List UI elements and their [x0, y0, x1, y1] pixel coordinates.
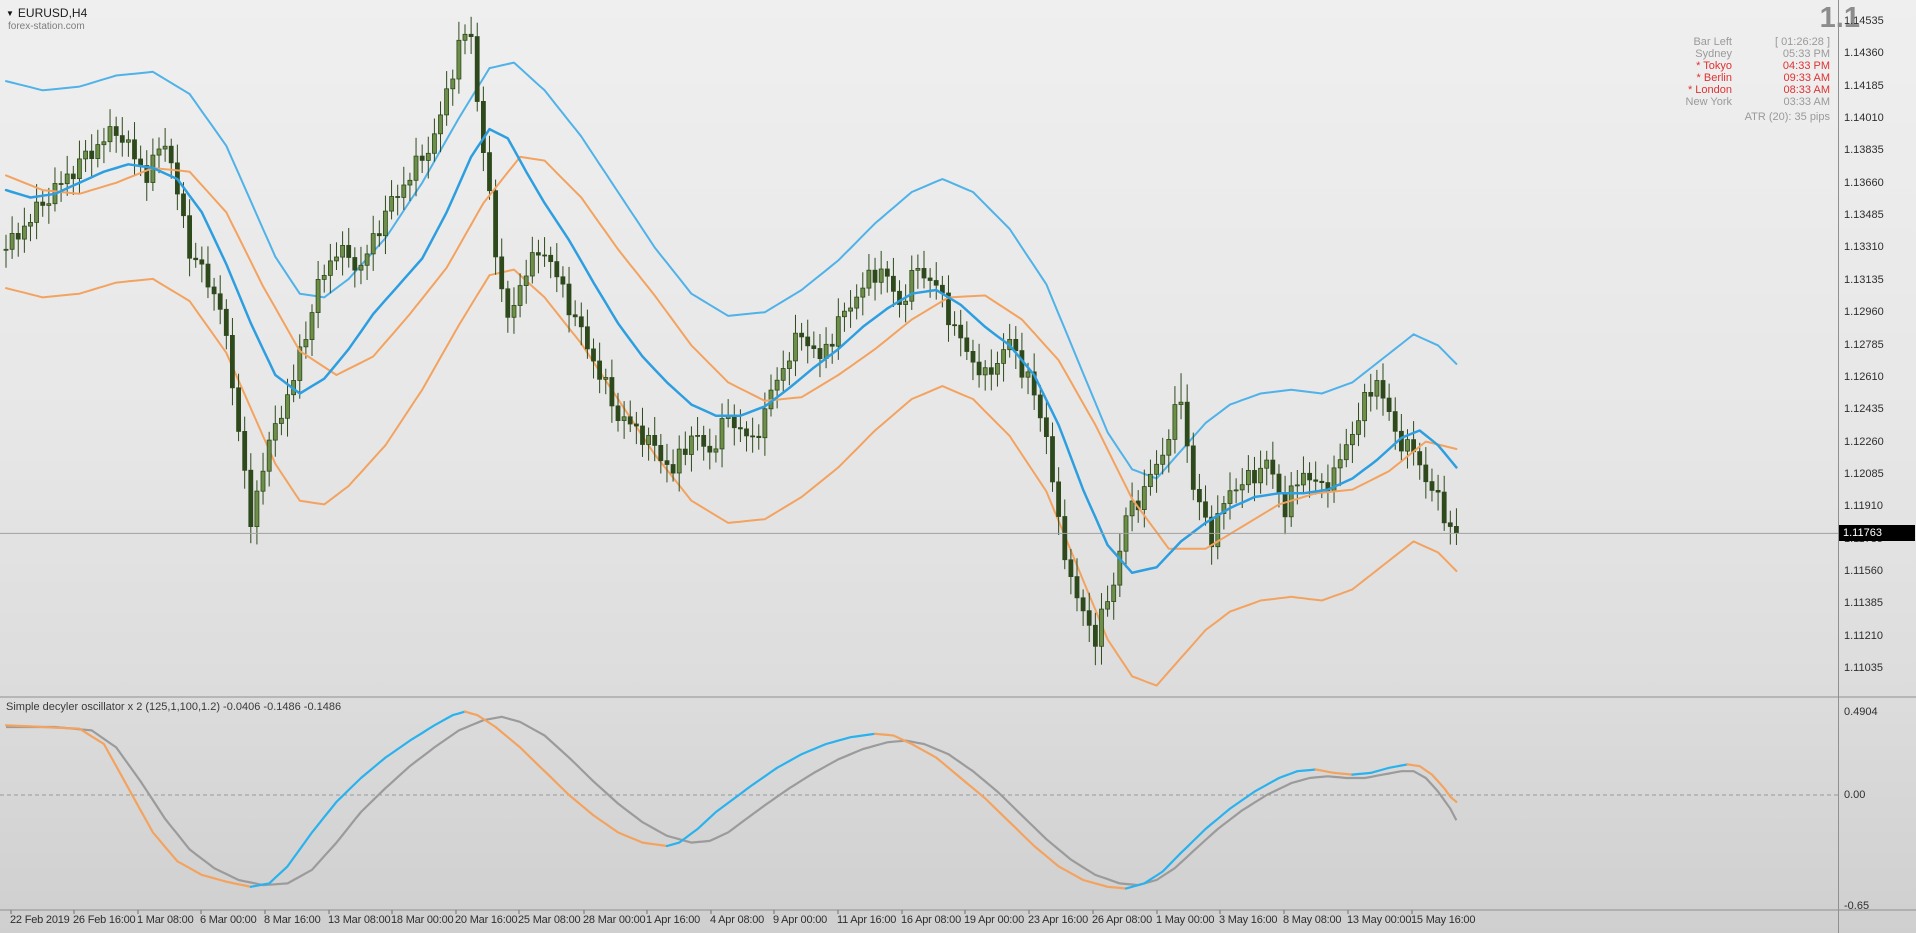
- symbol-title: EURUSD,H4: [17, 6, 88, 20]
- time-axis-label: 3 May 16:00: [1219, 914, 1278, 926]
- current-price-badge: 1.11763: [1839, 525, 1915, 542]
- session-row: * Tokyo 04:33 PM: [1660, 60, 1830, 72]
- session-row: Bar Left [ 01:26:28 ]: [1660, 36, 1830, 48]
- time-axis-label: 28 Mar 00:00: [583, 914, 646, 926]
- time-axis-label: 20 Mar 16:00: [455, 914, 518, 926]
- current-price-value: 1.11763: [1843, 527, 1882, 540]
- time-axis-label: 25 Mar 08:00: [518, 914, 581, 926]
- session-time: 03:33 AM: [1783, 96, 1830, 108]
- session-label: * Tokyo: [1696, 60, 1732, 72]
- time-axis-label: 6 Mar 00:00: [200, 914, 257, 926]
- price-axis-label: 1.14010: [1844, 112, 1884, 125]
- session-label: Sydney: [1695, 48, 1732, 60]
- price-axis-label: 1.12785: [1844, 338, 1884, 351]
- slow-ma-line: [5, 155, 1458, 550]
- time-axis-label: 11 Apr 16:00: [837, 914, 897, 926]
- oscillator-fast-segment: [1351, 763, 1409, 776]
- time-axis-label: 18 Mar 00:00: [391, 914, 454, 926]
- oscillator-fast-segment: [1124, 768, 1317, 890]
- session-time: 09:33 AM: [1783, 72, 1830, 84]
- time-axis-label: 9 Apr 00:00: [773, 914, 828, 926]
- price-axis-label: 1.11385: [1844, 597, 1883, 610]
- session-row: * London 08:33 AM: [1660, 84, 1830, 96]
- time-axis-label: 16 Apr 08:00: [901, 914, 961, 926]
- time-axis-label: 23 Apr 16:00: [1028, 914, 1088, 926]
- oscillator-fast-segment: [1314, 768, 1354, 776]
- session-row: Sydney 05:33 PM: [1660, 48, 1830, 60]
- session-time: 05:33 PM: [1782, 48, 1830, 60]
- time-axis-label: 13 May 00:00: [1347, 914, 1412, 926]
- session-label: * London: [1687, 84, 1732, 96]
- lower-band-line: [5, 268, 1458, 687]
- oscillator-slow-line: [6, 715, 1458, 887]
- oscillator-fast-segment: [249, 710, 467, 888]
- time-axis-label: 1 Mar 08:00: [137, 914, 194, 926]
- time-axis-label: 4 Apr 08:00: [710, 914, 765, 926]
- oscillator-fast-segment: [463, 710, 669, 848]
- price-axis-label: 1.11910: [1844, 500, 1883, 513]
- price-axis-label: 1.13485: [1844, 209, 1884, 222]
- oscillator-fast-segment: [1406, 763, 1458, 804]
- price-axis-label: 1.12960: [1844, 306, 1884, 319]
- upper-band-line: [5, 61, 1458, 480]
- oscillator-fast-segment: [4, 724, 252, 888]
- oscillator-fast-segment: [665, 732, 877, 848]
- big-price-display: 1.1: [1819, 2, 1860, 34]
- time-axis-label: 1 Apr 16:00: [646, 914, 701, 926]
- price-axis-label: 1.11560: [1844, 564, 1883, 577]
- price-axis-label: 1.13835: [1844, 144, 1884, 157]
- time-axis-label: 26 Apr 08:00: [1092, 914, 1152, 926]
- session-time: 08:33 AM: [1783, 84, 1830, 96]
- oscillator-axis-label: 0.4904: [1844, 705, 1878, 718]
- session-label: Bar Left: [1693, 36, 1732, 48]
- time-axis-label: 15 May 16:00: [1411, 914, 1476, 926]
- session-time: 04:33 PM: [1782, 60, 1830, 72]
- price-axis-label: 1.12260: [1844, 435, 1884, 448]
- price-axis-label: 1.12435: [1844, 403, 1884, 416]
- oscillator-title: Simple decyler oscillator x 2 (125,1,100…: [6, 701, 342, 713]
- price-axis-label: 1.12085: [1844, 467, 1884, 480]
- time-axis-label: 8 Mar 16:00: [264, 914, 321, 926]
- time-axis-label: 13 Mar 08:00: [328, 914, 391, 926]
- time-axis-label: 22 Feb 2019: [10, 914, 70, 926]
- session-row: * Berlin 09:33 AM: [1660, 72, 1830, 84]
- price-axis-label: 1.14360: [1844, 47, 1884, 60]
- oscillator-axis-label: 0.00: [1844, 789, 1866, 801]
- price-axis-label: 1.13660: [1844, 176, 1884, 189]
- price-axis-label: 1.14185: [1844, 79, 1884, 92]
- session-time: [ 01:26:28 ]: [1774, 36, 1830, 48]
- price-axis-label: 1.11035: [1844, 662, 1883, 674]
- price-axis-label: 1.13310: [1844, 241, 1884, 254]
- watermark: forex-station.com: [8, 21, 85, 32]
- dropdown-arrow-icon[interactable]: ▼: [6, 8, 14, 18]
- candles-layer: [3, 16, 1459, 666]
- session-label: New York: [1685, 96, 1732, 108]
- symbol-header: ▼ EURUSD,H4: [6, 6, 87, 20]
- price-axis-label: 1.14535: [1844, 15, 1884, 27]
- price-axis-label: 1.13135: [1844, 273, 1884, 286]
- session-row: New York 03:33 AM: [1660, 96, 1830, 108]
- time-axis-label: 8 May 08:00: [1283, 914, 1342, 926]
- session-label: * Berlin: [1696, 72, 1732, 84]
- oscillator-axis-label: -0.65: [1844, 899, 1870, 912]
- time-axis-label: 26 Feb 16:00: [73, 914, 136, 926]
- price-axis-label: 1.11210: [1844, 629, 1883, 642]
- time-axis-label: 1 May 00:00: [1156, 914, 1215, 926]
- oscillator-fast-segment: [873, 732, 1128, 890]
- time-axis-label: 19 Apr 00:00: [964, 914, 1024, 926]
- price-axis-label: 1.12610: [1844, 370, 1884, 383]
- fast-ma-line: [4, 127, 1458, 575]
- market-sessions-panel: Bar Left[ 01:26:28 ] Sydney 05:33 PM * Toky…: [1660, 36, 1830, 108]
- atr-label: ATR (20): 35 pips: [1744, 111, 1830, 123]
